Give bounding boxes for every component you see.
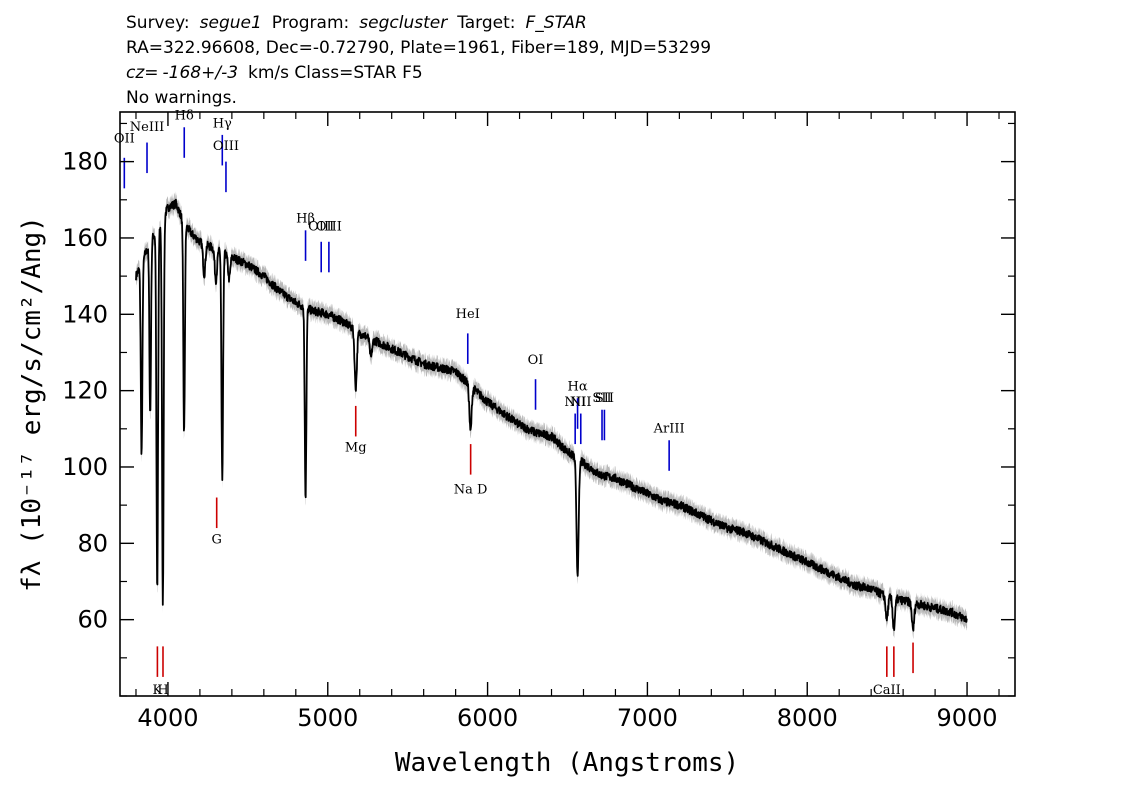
header-line-3: cz= -168+/-3 km/s Class=STAR F5 bbox=[126, 63, 423, 83]
spectral-line-label: NII bbox=[570, 395, 592, 410]
cz-label: cz= bbox=[126, 63, 159, 83]
plot-frame bbox=[119, 111, 1016, 697]
target-value: F_STAR bbox=[526, 13, 587, 33]
spectrum-series bbox=[135, 198, 968, 632]
program-label: Program: bbox=[272, 13, 349, 33]
cz-value: -168+/-3 bbox=[163, 63, 239, 83]
spectral-line-label: Na D bbox=[454, 483, 488, 498]
x-tick-label: 7000 bbox=[617, 704, 678, 732]
spectral-line-label: OII bbox=[114, 132, 135, 147]
x-axis-title: Wavelength (Angstroms) bbox=[395, 748, 739, 778]
spectral-line-label: SII bbox=[595, 391, 614, 406]
spectral-line-label: OIII bbox=[316, 219, 342, 234]
y-axis-title: fλ (10⁻¹⁷ erg/s/cm²/Ang) bbox=[17, 216, 47, 592]
axes: 4000 5000 6000 7000 8000 9000 60 80 100 120 140 160… bbox=[62, 111, 1016, 732]
spectrum-line bbox=[135, 198, 968, 632]
x-tick-label: 9000 bbox=[937, 704, 998, 732]
spectral-line-label: OIII bbox=[213, 139, 239, 154]
spectral-line-label: OI bbox=[528, 353, 544, 368]
spectral-line-label: OIII bbox=[308, 219, 334, 234]
spectral-line-label: SII bbox=[592, 391, 611, 406]
x-tick-label: 8000 bbox=[777, 704, 838, 732]
y-tick-label: 120 bbox=[62, 377, 108, 405]
class-text: km/s Class=STAR F5 bbox=[248, 63, 423, 83]
header-line-4: No warnings. bbox=[126, 88, 237, 108]
x-tick-label: 4000 bbox=[137, 704, 198, 732]
program-value: segcluster bbox=[359, 13, 448, 33]
spectral-line-label: Mg bbox=[345, 441, 367, 456]
survey-label: Survey: bbox=[126, 13, 190, 33]
target-label: Target: bbox=[456, 13, 515, 33]
y-tick-label: 140 bbox=[62, 300, 108, 328]
x-tick-label: 6000 bbox=[457, 704, 518, 732]
error-band-area bbox=[136, 191, 968, 640]
y-tick-label: 100 bbox=[62, 453, 108, 481]
error-band bbox=[136, 191, 968, 640]
spectral-line-label: Hγ bbox=[213, 116, 232, 131]
y-tick-label: 80 bbox=[77, 529, 108, 557]
spectral-line-label: NeIII bbox=[130, 120, 164, 135]
spectral-line-label: Hα bbox=[568, 380, 588, 395]
header-line-1: Survey: segue1 Program: segcluster Targe… bbox=[126, 13, 587, 33]
chart-header: Survey: segue1 Program: segcluster Targe… bbox=[126, 13, 711, 108]
spectral-line-label: ArIII bbox=[653, 422, 685, 437]
spectral-line-label: NII bbox=[564, 395, 586, 410]
survey-value: segue1 bbox=[200, 13, 262, 33]
spectral-line-label: K bbox=[153, 683, 163, 698]
y-tick-label: 180 bbox=[62, 148, 108, 176]
y-tick-label: 60 bbox=[77, 606, 108, 634]
spectral-line-label: G bbox=[211, 532, 221, 547]
spectral-line-label: HeI bbox=[456, 307, 480, 322]
spectral-line-label: Hδ bbox=[175, 109, 194, 124]
y-tick-label: 160 bbox=[62, 224, 108, 252]
x-tick-label: 5000 bbox=[297, 704, 358, 732]
header-line-2: RA=322.96608, Dec=-0.72790, Plate=1961, … bbox=[126, 38, 711, 58]
spectral-line-label: H bbox=[157, 683, 168, 698]
spectral-line-label: Hβ bbox=[296, 212, 315, 227]
spectral-line-label: CaII bbox=[873, 683, 901, 698]
